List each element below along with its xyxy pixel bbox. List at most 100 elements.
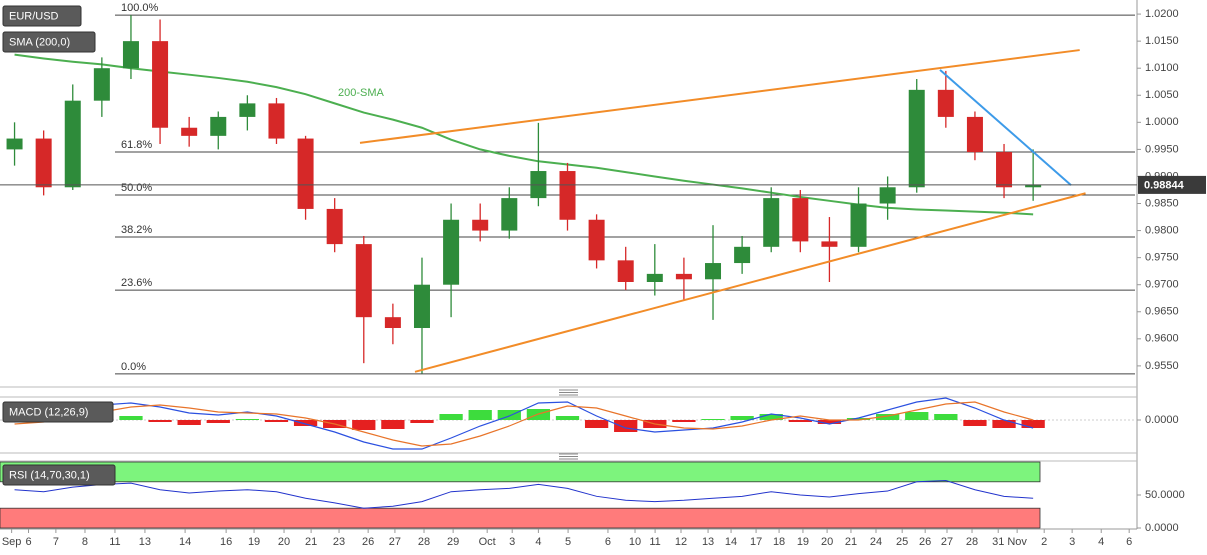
- x-tick-label: 17: [750, 536, 762, 548]
- macd-histogram-bar: [148, 420, 172, 422]
- fib-level-label: 50.0%: [121, 182, 152, 194]
- macd-histogram-bar: [875, 414, 900, 420]
- candle-body: [996, 152, 1013, 188]
- y-tick-label: 0.0000: [1145, 414, 1179, 426]
- macd-histogram-bar: [381, 420, 405, 429]
- candle-body: [268, 103, 285, 139]
- x-tick-label: 3: [509, 536, 515, 548]
- macd-histogram-bar: [614, 420, 638, 432]
- fib-level-label: 100.0%: [121, 2, 159, 14]
- candle-body: [239, 103, 256, 117]
- macd-histogram-bar: [264, 420, 289, 422]
- candle-body: [646, 273, 663, 282]
- x-tick-label: 2: [1041, 536, 1047, 548]
- y-tick-label: 0.9600: [1145, 333, 1179, 345]
- panel-resize-handle[interactable]: [559, 389, 578, 396]
- macd-histogram-bar: [1021, 420, 1045, 428]
- last-price-label: 0.98844: [1144, 179, 1185, 191]
- rsi-line: [14, 479, 1034, 509]
- y-tick-label: 1.0000: [1145, 116, 1179, 128]
- fib-level-label: 0.0%: [121, 361, 146, 373]
- x-tick-label: 26: [362, 536, 374, 548]
- x-tick-label: 14: [725, 536, 737, 548]
- x-tick-label: Oct: [479, 536, 496, 548]
- y-tick-label: 0.9800: [1145, 224, 1179, 236]
- y-tick-label: 1.0150: [1145, 35, 1179, 47]
- macd-histogram-bar: [905, 412, 929, 420]
- x-tick-label: 11: [649, 536, 660, 548]
- trend-line: [414, 192, 1086, 373]
- candle-body: [763, 198, 780, 247]
- x-tick-label: 26: [919, 536, 931, 548]
- macd-histogram-bar: [701, 419, 725, 420]
- candle-body: [501, 198, 518, 231]
- candle-body: [617, 260, 634, 282]
- x-tick-label: 4: [1098, 536, 1104, 548]
- macd-histogram-bar: [788, 420, 812, 422]
- fib-level-label: 23.6%: [121, 277, 152, 289]
- fib-level-label: 61.8%: [121, 139, 152, 151]
- legend-label: MACD (12,26,9): [9, 406, 88, 418]
- macd-histogram-bar: [934, 414, 958, 420]
- y-tick-label: 1.0100: [1145, 62, 1179, 74]
- legend-label: SMA (200,0): [9, 36, 70, 48]
- macd-histogram-bar: [235, 419, 260, 420]
- x-tick-label: 18: [773, 536, 785, 548]
- candle-body: [64, 100, 81, 188]
- candle-body: [705, 263, 722, 280]
- y-tick-label: 0.0000: [1145, 522, 1179, 534]
- candle-body: [472, 219, 489, 231]
- candle-body: [297, 138, 314, 209]
- candle-body: [792, 198, 809, 242]
- candle-body: [181, 127, 198, 136]
- x-tick-label: 19: [797, 536, 809, 548]
- x-tick-label: 24: [870, 536, 882, 548]
- candle-body: [675, 273, 692, 280]
- y-tick-label: 0.9750: [1145, 252, 1179, 264]
- y-tick-label: 1.0200: [1145, 8, 1179, 20]
- sma-annotation: 200-SMA: [338, 87, 385, 99]
- candle-body: [850, 203, 867, 247]
- candle-body: [559, 171, 576, 220]
- macd-histogram-bar: [352, 420, 376, 430]
- macd-histogram-bar: [468, 410, 492, 420]
- candle-body: [35, 138, 52, 188]
- candle-body: [413, 284, 430, 329]
- candle-body: [355, 244, 372, 318]
- y-tick-label: 0.9650: [1145, 306, 1179, 318]
- legend-box: [2, 401, 114, 423]
- trend-line: [359, 49, 1080, 144]
- candle-body: [966, 116, 983, 153]
- x-tick-label: Sep: [2, 536, 22, 548]
- macd-histogram-bar: [584, 420, 609, 428]
- panel-resize-handle[interactable]: [559, 453, 578, 460]
- candle-body: [1025, 184, 1042, 188]
- x-tick-label: 8: [82, 536, 88, 548]
- x-tick-label: 12: [675, 536, 687, 548]
- macd-histogram-bar: [846, 418, 871, 420]
- y-tick-label: 0.9950: [1145, 143, 1179, 155]
- macd-histogram-bar: [817, 420, 842, 424]
- x-tick-label: 4: [535, 536, 541, 548]
- candle-body: [734, 246, 751, 264]
- x-tick-label: 28: [418, 536, 430, 548]
- candle-body: [384, 317, 401, 329]
- x-tick-label: 19: [248, 536, 260, 548]
- x-tick-label: 16: [220, 536, 232, 548]
- legend-box: [2, 31, 96, 53]
- x-tick-label: 13: [702, 536, 714, 548]
- x-tick-label: 25: [896, 536, 908, 548]
- x-tick-label: 10: [629, 536, 641, 548]
- x-tick-label: Nov: [1007, 536, 1027, 548]
- candle-body: [93, 68, 110, 101]
- x-tick-label: 27: [941, 536, 953, 548]
- x-tick-label: 31: [992, 536, 1004, 548]
- legend-label: RSI (14,70,30,1): [9, 469, 90, 481]
- signal-line: [14, 401, 1034, 447]
- x-tick-label: 20: [821, 536, 833, 548]
- macd-histogram-bar: [206, 420, 230, 423]
- y-tick-label: 0.9700: [1145, 279, 1179, 291]
- candle-body: [879, 187, 896, 204]
- candle-body: [821, 241, 838, 247]
- candle-body: [122, 41, 139, 69]
